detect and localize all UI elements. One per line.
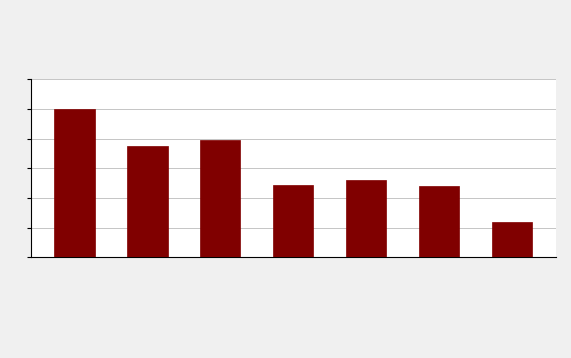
Bar <box>492 222 532 257</box>
Bar <box>54 109 95 257</box>
Bar <box>346 180 386 257</box>
Bar <box>419 186 459 257</box>
Bar <box>274 185 313 257</box>
Bar <box>127 146 167 257</box>
Bar <box>200 140 240 257</box>
